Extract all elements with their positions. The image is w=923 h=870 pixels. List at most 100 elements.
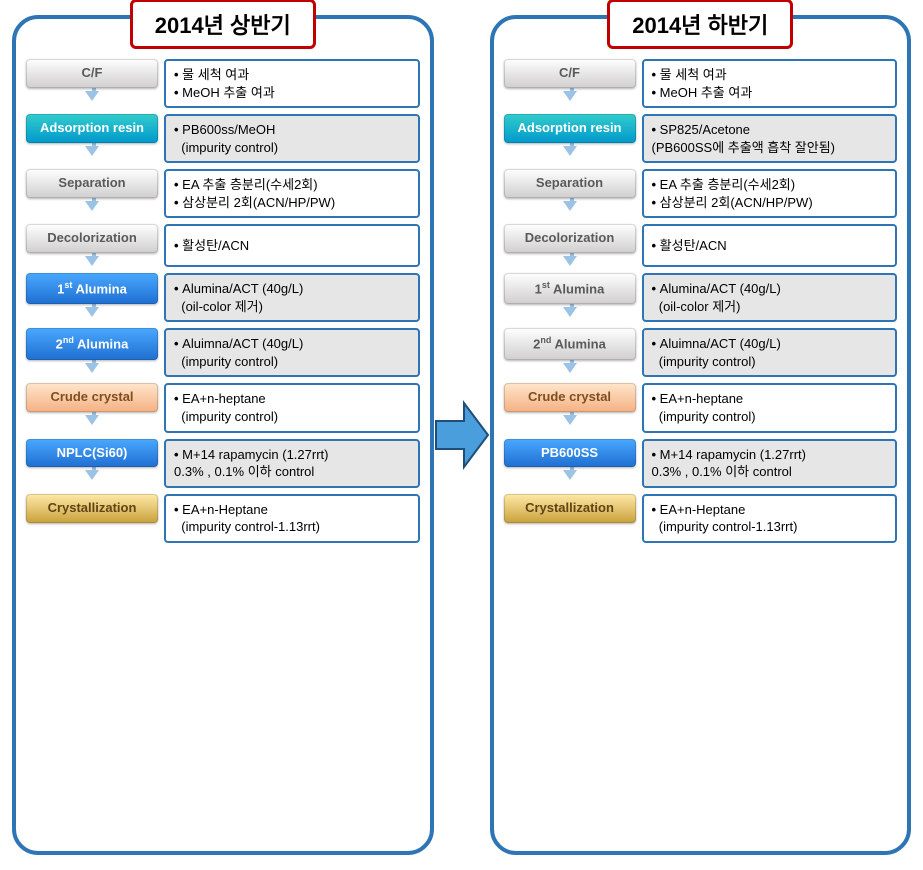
step-description: SP825/Acetone (PB600SS에 추출액 흡착 잘안됨) — [642, 114, 898, 163]
step-description: M+14 rapamycin (1.27rrt) 0.3% , 0.1% 이하 … — [164, 439, 420, 488]
arrow-down-icon — [85, 146, 99, 156]
step-column: 1st Alumina — [26, 273, 158, 322]
arrow-down-icon — [85, 363, 99, 373]
step-description: PB600ss/MeOH (impurity control) — [164, 114, 420, 163]
step-column: Adsorption resin — [504, 114, 636, 163]
description-line: EA 추출 층분리(수세2회) — [652, 176, 888, 194]
process-row: Crystallization EA+n-Heptane (impurity co… — [504, 494, 898, 543]
step-column: Crystallization — [504, 494, 636, 543]
process-row: 2nd Alumina Aluimna/ACT (40g/L) (impurity… — [504, 328, 898, 377]
process-row: C/F물 세척 여과MeOH 추출 여과 — [26, 59, 420, 108]
process-row: Crystallization EA+n-Heptane (impurity co… — [26, 494, 420, 543]
description-line: 물 세척 여과 — [652, 66, 888, 84]
description-line: 삼상분리 2회(ACN/HP/PW) — [652, 194, 888, 212]
description-line: SP825/Acetone (PB600SS에 추출액 흡착 잘안됨) — [652, 121, 888, 156]
step-column: Crude crystal — [26, 383, 158, 432]
diagram-stage: 2014년 상반기 C/F물 세척 여과MeOH 추출 여과Adsorption… — [12, 12, 911, 858]
arrow-down-icon — [563, 415, 577, 425]
right-title: 2014년 하반기 — [607, 0, 793, 49]
step-chip: Crude crystal — [504, 383, 636, 412]
arrow-down-icon — [85, 201, 99, 211]
step-description: EA+n-heptane (impurity control) — [642, 383, 898, 432]
step-description: 물 세척 여과MeOH 추출 여과 — [164, 59, 420, 108]
step-chip: Adsorption resin — [504, 114, 636, 143]
description-line: 물 세척 여과 — [174, 66, 410, 84]
step-column: Separation — [26, 169, 158, 218]
arrow-down-icon — [563, 256, 577, 266]
process-row: Crude crystalEA+n-heptane (impurity cont… — [504, 383, 898, 432]
step-chip: 2nd Alumina — [26, 328, 158, 359]
step-description: M+14 rapamycin (1.27rrt) 0.3% , 0.1% 이하 … — [642, 439, 898, 488]
step-description: EA 추출 층분리(수세2회)삼상분리 2회(ACN/HP/PW) — [642, 169, 898, 218]
process-row: PB600SS M+14 rapamycin (1.27rrt) 0.3% , 0… — [504, 439, 898, 488]
step-description: EA+n-Heptane (impurity control-1.13rrt) — [642, 494, 898, 543]
process-row: 2nd Alumina Aluimna/ACT (40g/L) (impurity… — [26, 328, 420, 377]
step-description: Aluimna/ACT (40g/L) (impurity control) — [164, 328, 420, 377]
description-line: 삼상분리 2회(ACN/HP/PW) — [174, 194, 410, 212]
step-chip: Crystallization — [504, 494, 636, 523]
arrow-down-icon — [563, 470, 577, 480]
step-column: PB600SS — [504, 439, 636, 488]
step-column: Crude crystal — [504, 383, 636, 432]
step-chip: Crystallization — [26, 494, 158, 523]
process-row: SeparationEA 추출 층분리(수세2회)삼상분리 2회(ACN/HP/… — [504, 169, 898, 218]
description-line: EA+n-Heptane (impurity control-1.13rrt) — [652, 501, 888, 536]
step-description: 활성탄/ACN — [164, 224, 420, 267]
description-line: Alumina/ACT (40g/L) (oil-color 제거) — [652, 280, 888, 315]
step-chip: NPLC(Si60) — [26, 439, 158, 468]
arrow-down-icon — [563, 363, 577, 373]
description-line: M+14 rapamycin (1.27rrt) 0.3% , 0.1% 이하 … — [174, 446, 410, 481]
arrow-down-icon — [85, 91, 99, 101]
process-row: 1st Alumina Alumina/ACT (40g/L) (oil-colo… — [504, 273, 898, 322]
arrow-down-icon — [563, 91, 577, 101]
left-title: 2014년 상반기 — [130, 0, 316, 49]
arrow-down-icon — [563, 201, 577, 211]
step-chip: 1st Alumina — [504, 273, 636, 304]
process-row: Adsorption resin PB600ss/MeOH (impurity c… — [26, 114, 420, 163]
arrow-down-icon — [85, 415, 99, 425]
description-line: PB600ss/MeOH (impurity control) — [174, 121, 410, 156]
description-line: EA 추출 층분리(수세2회) — [174, 176, 410, 194]
step-column: Decolorization — [26, 224, 158, 267]
step-column: 1st Alumina — [504, 273, 636, 322]
step-column: C/F — [504, 59, 636, 108]
step-chip: Adsorption resin — [26, 114, 158, 143]
left-panel: 2014년 상반기 C/F물 세척 여과MeOH 추출 여과Adsorption… — [12, 15, 434, 855]
step-chip: Decolorization — [26, 224, 158, 253]
description-line: M+14 rapamycin (1.27rrt) 0.3% , 0.1% 이하 … — [652, 446, 888, 481]
step-chip: PB600SS — [504, 439, 636, 468]
step-chip: Crude crystal — [26, 383, 158, 412]
step-description: 활성탄/ACN — [642, 224, 898, 267]
process-row: Crude crystalEA+n-heptane (impurity cont… — [26, 383, 420, 432]
right-rows: C/F물 세척 여과MeOH 추출 여과Adsorption resin SP82… — [504, 59, 898, 839]
description-line: Aluimna/ACT (40g/L) (impurity control) — [174, 335, 410, 370]
arrow-down-icon — [563, 146, 577, 156]
arrow-down-icon — [85, 470, 99, 480]
step-column: C/F — [26, 59, 158, 108]
big-arrow-icon — [440, 393, 484, 477]
arrow-down-icon — [563, 307, 577, 317]
step-column: NPLC(Si60) — [26, 439, 158, 488]
description-line: EA+n-Heptane (impurity control-1.13rrt) — [174, 501, 410, 536]
process-row: 1st AluminaAlumina/ACT (40g/L) (oil-colo… — [26, 273, 420, 322]
step-chip: C/F — [504, 59, 636, 88]
description-line: Aluimna/ACT (40g/L) (impurity control) — [652, 335, 888, 370]
arrow-down-icon — [85, 256, 99, 266]
step-chip: 1st Alumina — [26, 273, 158, 304]
step-description: Aluimna/ACT (40g/L) (impurity control) — [642, 328, 898, 377]
left-rows: C/F물 세척 여과MeOH 추출 여과Adsorption resinPB60… — [26, 59, 420, 839]
right-panel: 2014년 하반기 C/F물 세척 여과MeOH 추출 여과Adsorption… — [490, 15, 912, 855]
step-column: Decolorization — [504, 224, 636, 267]
step-column: Crystallization — [26, 494, 158, 543]
description-line: 활성탄/ACN — [652, 237, 888, 255]
step-column: Adsorption resin — [26, 114, 158, 163]
step-chip: Separation — [26, 169, 158, 198]
step-chip: Decolorization — [504, 224, 636, 253]
step-description: EA+n-heptane (impurity control) — [164, 383, 420, 432]
step-column: Separation — [504, 169, 636, 218]
step-chip: 2nd Alumina — [504, 328, 636, 359]
step-column: 2nd Alumina — [26, 328, 158, 377]
process-row: Decolorization 활성탄/ACN — [504, 224, 898, 267]
step-column: 2nd Alumina — [504, 328, 636, 377]
step-description: 물 세척 여과MeOH 추출 여과 — [642, 59, 898, 108]
